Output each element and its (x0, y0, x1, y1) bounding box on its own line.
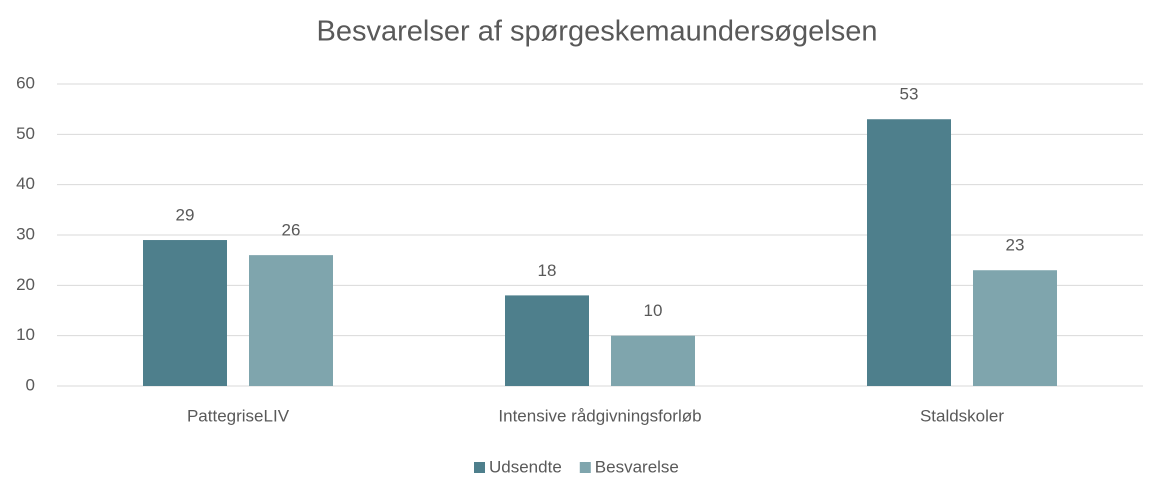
y-tick-label: 50 (16, 124, 35, 143)
data-label: 26 (282, 221, 301, 240)
bar (867, 119, 951, 386)
bar (249, 255, 333, 386)
y-tick-label: 40 (16, 174, 35, 193)
bar (143, 240, 227, 386)
legend-label: Besvarelse (595, 457, 679, 476)
x-tick-label: PattegriseLIV (187, 406, 290, 425)
data-label: 18 (538, 261, 557, 280)
bar (505, 295, 589, 386)
y-tick-label: 30 (16, 224, 35, 243)
legend-swatch (474, 462, 485, 473)
y-tick-label: 10 (16, 325, 35, 344)
data-label: 53 (900, 85, 919, 104)
chart-title: Besvarelser af spørgeskemaundersøgelsen (317, 16, 878, 48)
legend-label: Udsendte (489, 457, 562, 476)
y-tick-label: 20 (16, 275, 35, 294)
data-label: 23 (1006, 236, 1025, 255)
x-tick-label: Staldskoler (920, 406, 1004, 425)
legend-swatch (579, 462, 591, 473)
bar (611, 335, 695, 386)
data-label: 10 (644, 301, 663, 320)
x-tick-label: Intensive rådgivningsforløb (498, 406, 701, 425)
bar (973, 270, 1057, 386)
y-tick-label: 60 (16, 73, 35, 92)
y-tick-label: 0 (26, 375, 35, 394)
data-label: 29 (176, 206, 195, 225)
